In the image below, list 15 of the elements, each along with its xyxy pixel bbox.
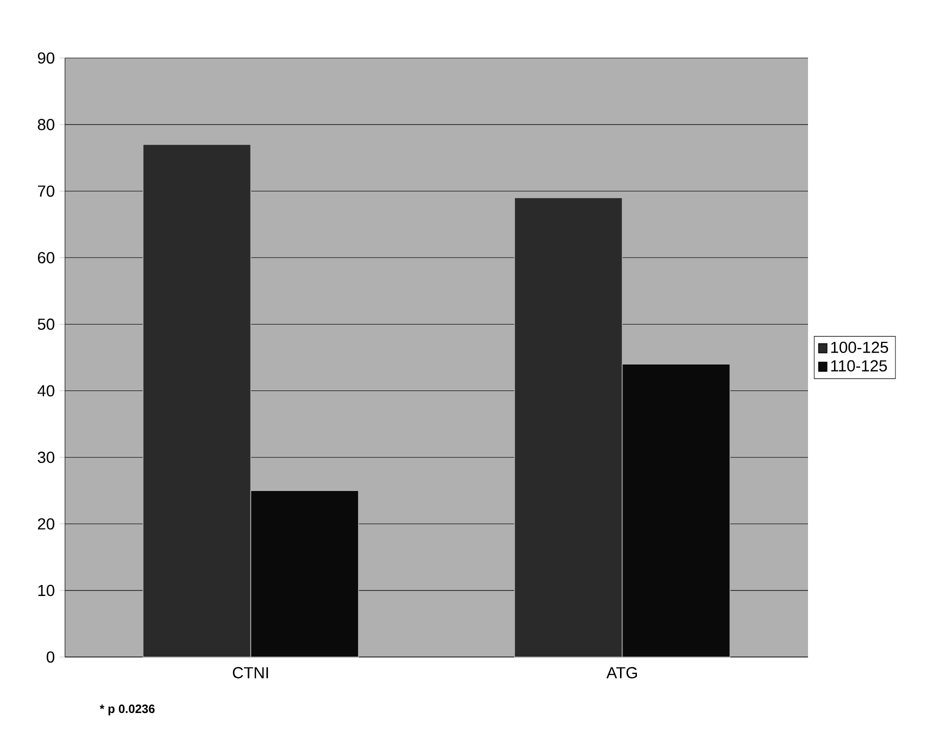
y-tick-label: 40 [38,385,54,396]
x-tick-label: ATG [606,667,637,678]
y-tick-label: 80 [38,118,54,130]
y-tick-label: 20 [38,518,54,530]
legend-label: 100-125 [831,342,888,353]
y-tick-label: 10 [38,584,54,596]
y-tick-label: 30 [38,452,54,463]
text: * p 0.0236 [100,704,155,716]
y-tick-label: 0 [46,651,54,663]
legend-label: 110-125 [831,360,887,372]
y-tick-label: 70 [38,185,54,197]
x-tick-label: CTNI [232,667,268,678]
y-tick-label: 50 [38,318,54,330]
y-tick-label: 90 [38,52,54,64]
y-tick-label: 60 [38,252,54,264]
